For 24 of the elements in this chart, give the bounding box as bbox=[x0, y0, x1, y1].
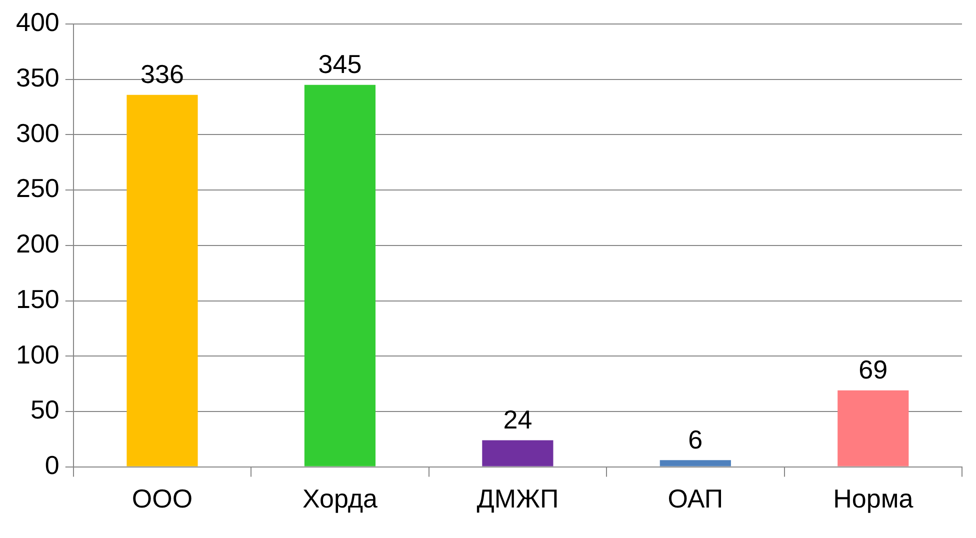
y-tick-label: 250 bbox=[16, 173, 60, 204]
y-tick-label: 400 bbox=[16, 7, 60, 38]
y-tick-label: 0 bbox=[44, 450, 60, 480]
y-tick-label: 350 bbox=[16, 62, 60, 93]
x-tick-label: ООО bbox=[132, 484, 193, 514]
y-tick-label: 300 bbox=[16, 118, 60, 148]
data-label: 336 bbox=[140, 59, 184, 90]
bar bbox=[482, 440, 554, 466]
data-label: 69 bbox=[858, 354, 888, 385]
bar bbox=[660, 460, 731, 466]
x-tick-label: Хорда bbox=[302, 484, 378, 514]
bar bbox=[304, 84, 376, 466]
data-label: 345 bbox=[318, 49, 362, 80]
x-tick-label: Норма bbox=[833, 484, 914, 514]
data-label: 24 bbox=[503, 404, 532, 434]
data-label: 6 bbox=[688, 424, 703, 454]
bar bbox=[838, 390, 909, 466]
y-tick-label: 50 bbox=[30, 394, 60, 425]
y-tick-label: 100 bbox=[16, 339, 60, 370]
y-tick-label: 150 bbox=[16, 284, 60, 314]
x-tick-label: ДМЖП bbox=[476, 484, 559, 514]
x-tick-label: ОАП bbox=[668, 484, 724, 514]
y-tick-label: 200 bbox=[16, 228, 60, 259]
bar bbox=[126, 94, 198, 466]
